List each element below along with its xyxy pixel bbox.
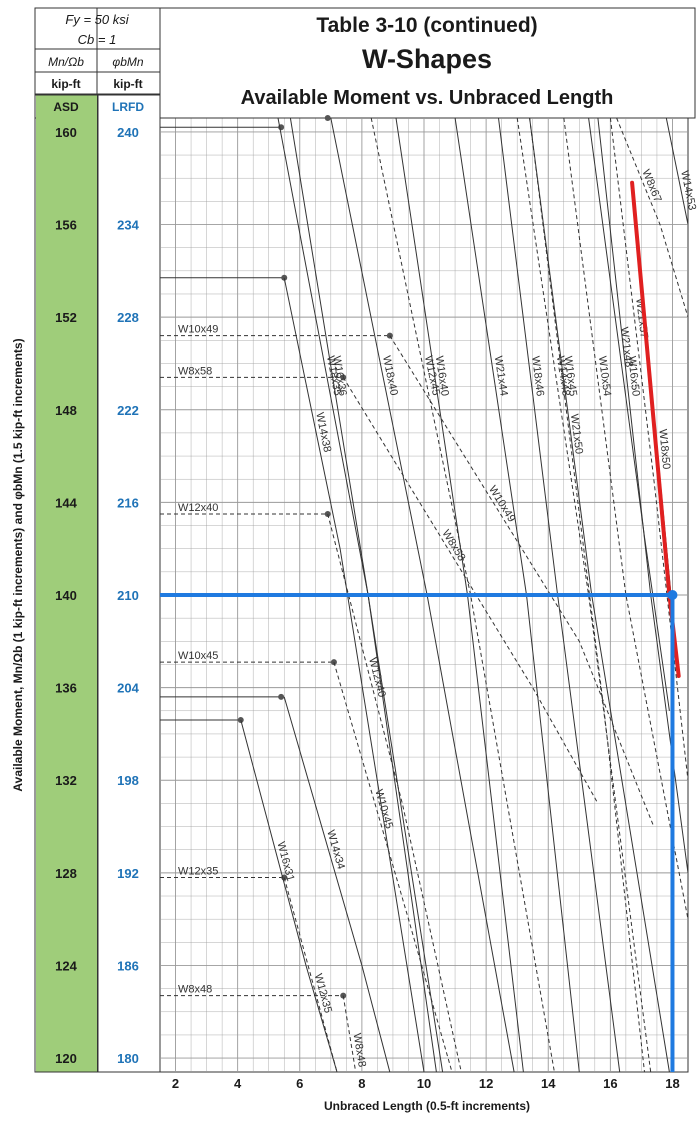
param-fy: Fy = 50 ksi <box>65 12 129 27</box>
asd-tick-label: 128 <box>55 866 77 881</box>
x-tick-label: 16 <box>603 1076 617 1091</box>
plot-area: W10x49 W8x58 W12x40 W10x45 W12x35 W8x48 W16x3… <box>159 115 698 1073</box>
intersection-marker <box>667 590 678 600</box>
x-tick-label: 18 <box>665 1076 679 1091</box>
highlights <box>160 180 681 1072</box>
chart-title-2: W-Shapes <box>362 44 492 74</box>
series-label: W16x40 <box>433 355 451 397</box>
chart-title-3: Available Moment vs. Unbraced Length <box>241 87 614 109</box>
flat-segment-label: W12x40 <box>178 502 218 514</box>
flat-segment-label: W10x45 <box>178 650 218 662</box>
chart-title-1: Table 3-10 (continued) <box>316 14 537 37</box>
series-curve <box>370 117 555 1073</box>
series-curve <box>333 662 453 1073</box>
series-curve <box>327 513 462 1073</box>
x-tick-label: 10 <box>417 1076 431 1091</box>
lrfd-symbol: φbMn <box>112 55 143 69</box>
series-curve <box>529 117 645 1073</box>
lrfd-tick-label: 222 <box>117 403 139 418</box>
series-label: W21x50 <box>568 413 585 455</box>
asd-tick-label: 124 <box>55 958 77 973</box>
asd-tick-label: 160 <box>55 125 77 140</box>
x-tick-label: 12 <box>479 1076 493 1091</box>
limit-point-marker <box>386 332 393 339</box>
x-tick-label: 14 <box>541 1076 556 1091</box>
limit-point-marker <box>278 693 285 700</box>
y-axis-label: Available Moment, Mn/Ωb (1 kip-ft increm… <box>11 338 25 791</box>
x-tick-label: 4 <box>234 1076 242 1091</box>
asd-symbol: Mn/Ωb <box>48 55 84 69</box>
flat-segment-label: W10x49 <box>178 324 218 336</box>
limit-point-marker <box>324 510 331 517</box>
series-curve <box>342 995 357 1073</box>
series-label: W18x50 <box>656 429 672 470</box>
limit-point-marker <box>340 992 347 999</box>
lrfd-tick-label: 234 <box>117 218 139 233</box>
asd-tick-label: 144 <box>55 495 77 510</box>
lrfd-unit: kip-ft <box>113 77 142 91</box>
series-label: W8x48 <box>350 1032 367 1068</box>
lrfd-band <box>97 94 161 1073</box>
asd-tick-label: 148 <box>55 403 77 418</box>
asd-tag: ASD <box>53 100 79 114</box>
flat-segment-label: W8x58 <box>178 365 212 377</box>
lrfd-tick-label: 204 <box>117 681 139 696</box>
series-curve <box>563 117 689 920</box>
series-curve <box>240 719 338 1073</box>
x-tick-label: 8 <box>358 1076 365 1091</box>
asd-tick-label: 136 <box>55 681 77 696</box>
series-curve <box>389 335 655 827</box>
flat-segments: W10x49 W8x58 W12x40 W10x45 W12x35 W8x48 <box>160 115 393 999</box>
series-curve <box>283 696 391 1073</box>
series-curve <box>616 117 689 318</box>
asd-tick-label: 120 <box>55 1051 77 1066</box>
series-label: W21x44 <box>492 355 510 397</box>
x-tick-label: 6 <box>296 1076 303 1091</box>
limit-point-marker <box>330 659 337 666</box>
asd-band <box>36 95 97 1072</box>
series-curve <box>609 117 689 781</box>
series-label: W10x54 <box>596 355 613 397</box>
flat-segment-label: W8x48 <box>178 984 212 996</box>
lrfd-tick-label: 186 <box>117 958 139 973</box>
lrfd-tick-label: 240 <box>117 125 139 140</box>
lrfd-tick-label: 192 <box>117 866 139 881</box>
lrfd-tick-label: 210 <box>117 588 139 603</box>
x-tick-label: 2 <box>172 1076 179 1091</box>
asd-tick-label: 132 <box>55 773 77 788</box>
lrfd-tick-label: 198 <box>117 773 139 788</box>
asd-tick-label: 140 <box>55 588 77 603</box>
asd-tick-label: 156 <box>55 218 77 233</box>
x-ticks: 2 4 6 8 10 12 14 16 18 <box>172 1076 680 1091</box>
series-label: W18x46 <box>529 355 546 397</box>
lrfd-tag: LRFD <box>112 100 144 114</box>
series-curve <box>283 877 338 1073</box>
param-cb: Cb = 1 <box>78 32 117 47</box>
series-curve <box>665 117 689 225</box>
flat-segment-label: W12x35 <box>178 865 218 877</box>
asd-unit: kip-ft <box>51 77 80 91</box>
series-label: W14x48 <box>554 355 572 397</box>
limit-point-marker <box>324 115 331 121</box>
lrfd-tick-label: 216 <box>117 495 139 510</box>
series-label: W16x45 <box>562 355 579 397</box>
x-axis-label: Unbraced Length (0.5-ft increments) <box>324 1099 530 1113</box>
limit-point-marker <box>281 274 288 281</box>
asd-tick-label: 152 <box>55 310 77 325</box>
series-curve <box>283 277 425 1073</box>
series-label: W16x50 <box>625 356 641 397</box>
lrfd-tick-label: 180 <box>117 1051 139 1066</box>
y-ticks: 120 180 124 186 128 192 132 198 136 204 140 210 144 2… <box>55 125 139 1066</box>
series-curve <box>342 377 599 804</box>
lrfd-tick-label: 228 <box>117 310 139 325</box>
